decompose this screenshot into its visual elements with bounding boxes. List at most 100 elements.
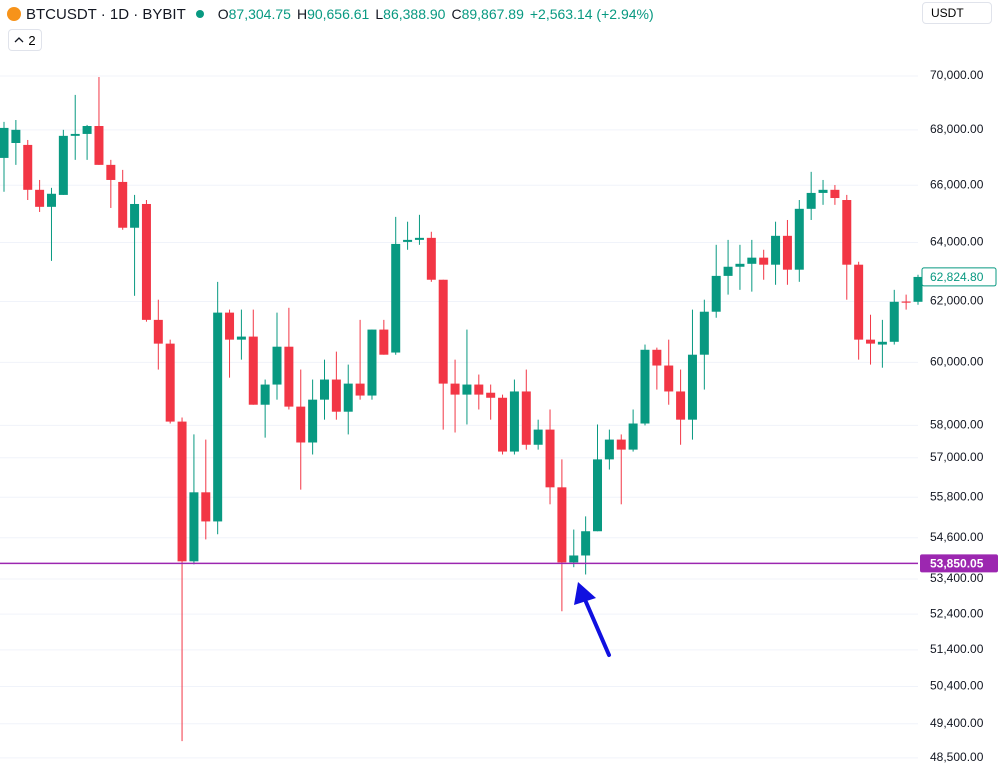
y-tick-label: 58,000.00 [930,418,984,432]
candle-body [723,266,733,276]
candle-body [854,264,864,340]
candle-body [557,487,567,563]
y-tick-label: 50,400.00 [930,679,984,693]
candle-body [46,193,56,207]
candle-body [711,275,721,312]
chevron [14,37,24,43]
ohlc-item: L86,388.90 [375,6,445,22]
candle-body [593,459,603,532]
ohlc-value: 89,867.89 [461,5,524,22]
candle-body [355,383,365,396]
candle-body [521,391,531,445]
candle-body [735,263,745,267]
ohlc-item: C89,867.89 [451,6,523,22]
candle-body [0,127,9,158]
candle-body [794,208,804,270]
candle-body [830,189,840,199]
indicators-toggle[interactable]: 2 [8,29,42,51]
candle-body [842,200,852,265]
candle-body [474,384,484,395]
candle-body [189,492,199,562]
ohlc-values: O87,304.75 H90,656.61 L86,388.90 C89,867.89 [212,6,524,23]
y-tick-label: 48,500.00 [930,750,984,764]
candle-body [130,203,140,228]
y-tick-label: 62,000.00 [930,294,984,308]
indicator-count: 2 [28,32,36,48]
y-tick-label: 70,000.00 [930,68,984,82]
candle-body [628,423,638,450]
ohlc-key: L [375,5,384,22]
candle-body [759,257,769,265]
candle-body [343,383,353,412]
coin-icon [7,7,21,21]
candle-body [640,349,650,424]
candle-body [308,399,318,443]
candle-body [414,237,424,240]
candle-body [23,144,33,190]
candle-body [782,235,792,270]
candle-body [664,365,674,392]
arrow-shaft [584,600,611,657]
candle-body [260,384,270,405]
y-tick-label: 52,400.00 [930,606,984,620]
y-tick-label: 53,400.00 [930,571,984,585]
y-tick-label: 55,800.00 [930,489,984,503]
legend-header: BTCUSDT · 1D · BYBIT O87,304.75 H90,656.6… [0,0,654,28]
candle-body [498,397,508,452]
candle-body [818,189,828,193]
y-tick-label: 49,400.00 [930,716,984,730]
candle-body [509,391,519,452]
candle-body [687,354,697,420]
candle-body [58,135,68,195]
candle-body [866,339,876,344]
candle-body [771,235,781,265]
change: +2,563.14 (+2.94%) [529,6,654,22]
candle-body [426,237,436,280]
y-tick-label: 68,000.00 [930,122,984,136]
candle-body [225,312,235,340]
candle-body [118,181,128,228]
symbol[interactable]: BTCUSDT · 1D · BYBIT [26,5,186,23]
candle-body [236,336,246,340]
candle-body [569,555,579,563]
currency-button[interactable]: USDT [922,2,992,24]
ohlc-value: 87,304.75 [228,5,291,22]
candle-body [545,429,555,488]
candle-body [94,126,104,165]
candle-body [581,531,591,556]
ohlc-item: H90,656.61 [297,6,369,22]
ohlc-value: 86,388.90 [383,5,446,22]
y-tick-label: 60,000.00 [930,355,984,369]
candle-body [284,346,294,407]
candle-body [806,192,816,209]
candle-body [652,349,662,366]
ohlc-key: C [451,5,462,22]
candle-body [248,336,258,405]
arrow-head [574,582,596,605]
candle-body [70,133,80,136]
candle-body [604,439,614,460]
candle-body [106,164,116,180]
candle-body [676,391,686,420]
y-tick-label: 51,400.00 [930,642,984,656]
last-price-box [921,267,997,287]
candle-body [699,311,709,355]
ohlc-key: O [217,5,229,22]
candle-body [747,257,757,264]
candle-body [913,276,923,302]
candle-body [450,383,460,395]
hline-label: 53,850.05 [930,557,984,571]
candle-body [213,312,223,522]
candle-body [889,301,899,342]
y-tick-label: 54,600.00 [930,530,984,544]
candle-body [11,129,21,143]
candle-body [35,189,45,207]
candle-body [272,346,282,385]
candle-body [165,343,175,422]
candle-body [367,329,377,396]
y-tick-label: 66,000.00 [930,177,984,191]
candle-body [296,406,306,443]
candle-body [82,126,92,134]
currency: USDT [931,6,964,20]
